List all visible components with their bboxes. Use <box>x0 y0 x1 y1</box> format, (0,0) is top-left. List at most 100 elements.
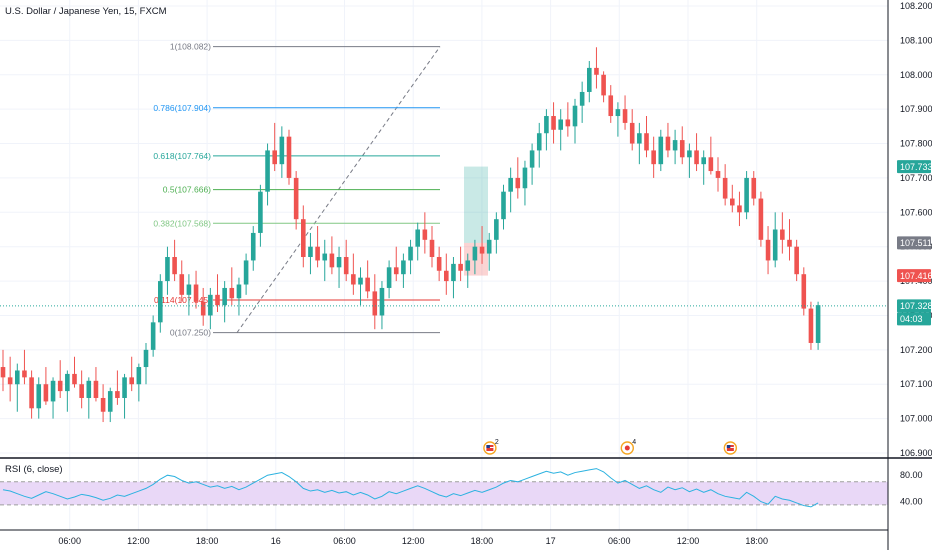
candle-body[interactable] <box>36 384 42 409</box>
fibonacci-retracement[interactable]: 1(108.082) 0.786(107.904) 0.618(107.764) 0.… <box>153 42 441 338</box>
candle-body[interactable] <box>243 260 249 285</box>
candle-body[interactable] <box>229 287 235 299</box>
candle-body[interactable] <box>0 367 6 378</box>
candle-body[interactable] <box>57 380 63 392</box>
candle-body[interactable] <box>472 246 478 261</box>
candle-body[interactable] <box>515 177 521 189</box>
candle-body[interactable] <box>293 177 299 220</box>
candle-body[interactable] <box>172 257 177 275</box>
candle-body[interactable] <box>730 198 735 206</box>
candle-body[interactable] <box>65 373 70 392</box>
candle-body[interactable] <box>136 367 142 385</box>
us-flag-event-icon[interactable] <box>723 441 738 455</box>
candle-body[interactable] <box>744 177 749 213</box>
candle-body[interactable] <box>336 257 342 268</box>
candle-body[interactable] <box>343 257 349 275</box>
candle-body[interactable] <box>236 284 242 299</box>
us-flag-event-icon[interactable] <box>483 441 497 455</box>
candle-body[interactable] <box>422 229 428 240</box>
candle-body[interactable] <box>815 305 821 343</box>
candle-body[interactable] <box>365 277 370 292</box>
candle-body[interactable] <box>565 119 571 127</box>
candle-body[interactable] <box>522 167 528 189</box>
candle-body[interactable] <box>250 232 256 261</box>
candle-body[interactable] <box>722 177 728 199</box>
candle-body[interactable] <box>107 391 113 412</box>
candle-body[interactable] <box>200 301 206 316</box>
candle-body[interactable] <box>215 294 220 306</box>
candle-body[interactable] <box>629 122 635 144</box>
candle-body[interactable] <box>637 133 642 144</box>
candle-body[interactable] <box>115 391 120 398</box>
candle-body[interactable] <box>150 322 156 350</box>
candle-body[interactable] <box>15 370 20 385</box>
candle-body[interactable] <box>751 177 757 199</box>
candle-body[interactable] <box>7 377 13 385</box>
candle-body[interactable] <box>315 246 320 261</box>
candle-body[interactable] <box>222 287 227 306</box>
rsi-line[interactable] <box>2 468 819 508</box>
candle-body[interactable] <box>308 246 313 258</box>
candle-body[interactable] <box>93 380 99 398</box>
candle-series[interactable] <box>0 47 821 423</box>
long-position-tool[interactable] <box>464 166 488 276</box>
candle-body[interactable] <box>451 263 456 282</box>
candle-body[interactable] <box>658 136 664 165</box>
candle-body[interactable] <box>179 274 185 295</box>
candle-body[interactable] <box>401 260 406 275</box>
candle-body[interactable] <box>479 246 485 254</box>
candle-body[interactable] <box>508 177 513 192</box>
candle-body[interactable] <box>351 274 356 285</box>
candle-body[interactable] <box>186 284 192 295</box>
candle-body[interactable] <box>158 281 163 323</box>
candle-body[interactable] <box>429 239 435 258</box>
candle-body[interactable] <box>301 219 306 258</box>
candle-body[interactable] <box>701 157 706 165</box>
candle-body[interactable] <box>79 384 84 398</box>
candle-body[interactable] <box>208 294 213 316</box>
candle-body[interactable] <box>672 140 678 151</box>
candle-body[interactable] <box>143 349 149 368</box>
candle-body[interactable] <box>193 284 199 302</box>
candle-body[interactable] <box>444 270 449 282</box>
candle-body[interactable] <box>787 239 792 247</box>
candle-body[interactable] <box>715 171 721 178</box>
candle-body[interactable] <box>100 397 106 412</box>
candle-body[interactable] <box>436 257 442 271</box>
candle-body[interactable] <box>415 229 420 247</box>
candle-body[interactable] <box>501 191 506 220</box>
candle-body[interactable] <box>622 109 628 123</box>
candle-body[interactable] <box>386 267 392 288</box>
candle-body[interactable] <box>265 150 270 192</box>
candle-body[interactable] <box>615 109 621 117</box>
candle-body[interactable] <box>29 377 34 409</box>
candle-body[interactable] <box>651 150 656 165</box>
candle-body[interactable] <box>772 229 778 261</box>
candle-body[interactable] <box>408 246 413 261</box>
candle-body[interactable] <box>322 253 328 261</box>
candle-body[interactable] <box>594 67 599 75</box>
candle-body[interactable] <box>529 150 535 168</box>
candle-body[interactable] <box>687 150 692 158</box>
candle-body[interactable] <box>558 119 563 130</box>
candle-body[interactable] <box>458 263 463 271</box>
time-axis[interactable]: 06:00 12:00 18:00 16 06:00 12:00 18:00 17 06:00 1… <box>58 536 768 546</box>
candle-body[interactable] <box>765 239 771 261</box>
candle-body[interactable] <box>665 136 671 151</box>
candle-body[interactable] <box>286 136 292 178</box>
candle-body[interactable] <box>22 370 27 378</box>
candle-body[interactable] <box>644 133 649 151</box>
candle-body[interactable] <box>679 140 685 158</box>
candle-body[interactable] <box>708 157 714 172</box>
rsi-pane[interactable]: 80.00 40.00 <box>0 468 923 508</box>
candle-body[interactable] <box>494 219 499 240</box>
candle-body[interactable] <box>608 95 614 117</box>
candle-body[interactable] <box>801 274 807 309</box>
candle-body[interactable] <box>551 116 556 130</box>
candle-body[interactable] <box>780 229 785 240</box>
candle-body[interactable] <box>794 246 799 275</box>
candle-body[interactable] <box>579 91 585 106</box>
symbol-title[interactable]: U.S. Dollar / Japanese Yen, 15, FXCM <box>5 6 167 17</box>
candle-body[interactable] <box>258 191 263 233</box>
